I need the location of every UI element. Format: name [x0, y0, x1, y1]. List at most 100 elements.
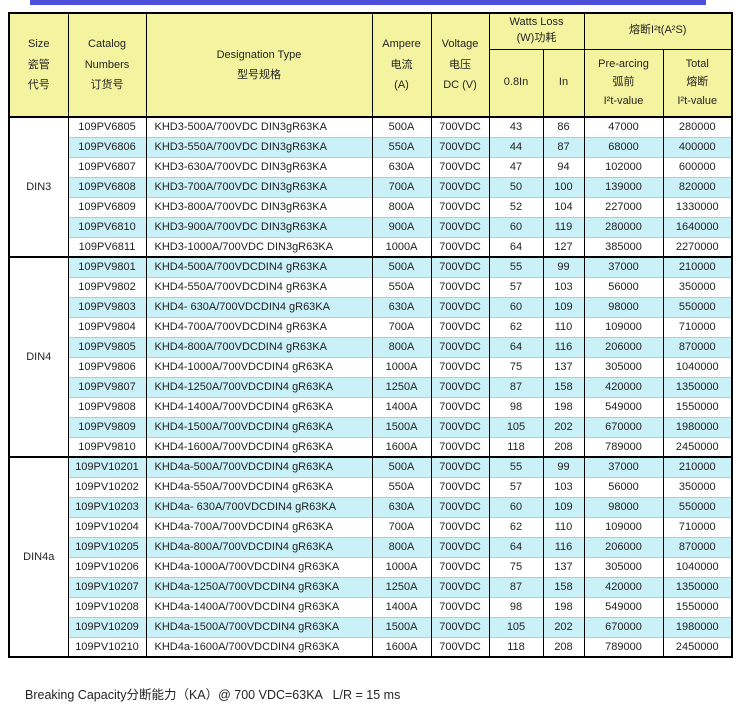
designation-type: KHD4a-1400A/700VDCDIN4 gR63KA [145, 596, 373, 617]
watts-loss-08in: 60 [488, 216, 544, 237]
total-i2t-value: 1040000 [662, 556, 733, 577]
header-voltage: Voltage 电压 DC (V) [430, 12, 490, 118]
ampere-value: 500A [371, 456, 432, 477]
voltage-value: 700VDC [430, 416, 490, 437]
catalog-number: 109PV10201 [67, 456, 147, 477]
table-row: 109PV9809 KHD4-1500A/700VDCDIN4 gR63KA 150… [9, 416, 733, 437]
designation-type: KHD4a-1600A/700VDCDIN4 gR63KA [145, 636, 373, 657]
ampere-value: 800A [371, 536, 432, 557]
total-i2t-value: 210000 [662, 456, 733, 477]
designation-type: KHD4a-1000A/700VDCDIN4 gR63KA [145, 556, 373, 577]
total-i2t-value: 350000 [662, 476, 733, 497]
table-row: DIN3 109PV6805 KHD3-500A/700VDC DIN3gR63KA… [8, 116, 733, 257]
prearcing-i2t-value: 206000 [583, 336, 664, 357]
designation-type: KHD4-700A/700VDCDIN4 gR63KA [145, 316, 373, 337]
prearcing-i2t-value: 385000 [583, 236, 664, 257]
designation-type: KHD4a-500A/700VDCDIN4 gR63KA [145, 456, 373, 477]
designation-type: KHD4a-1500A/700VDCDIN4 gR63KA [145, 616, 373, 637]
designation-type: KHD4-1400A/700VDCDIN4 gR63KA [145, 396, 373, 417]
total-i2t-value: 550000 [662, 296, 733, 317]
total-i2t-value: 2450000 [662, 436, 733, 457]
designation-type: KHD3-800A/700VDC DIN3gR63KA [145, 196, 373, 217]
watts-loss-08in: 43 [488, 116, 544, 137]
watts-loss-in: 109 [542, 496, 585, 517]
table-row: 109PV9807 KHD4-1250A/700VDCDIN4 gR63KA 125… [9, 376, 733, 397]
watts-loss-08in: 118 [488, 436, 544, 457]
table-row: 109PV10209 KHD4a-1500A/700VDCDIN4 gR63KA 1… [9, 616, 733, 637]
watts-loss-in: 116 [542, 536, 585, 557]
table-row: 109PV10204 KHD4a-700A/700VDCDIN4 gR63KA 70… [9, 516, 733, 537]
table-row: 109PV6809 KHD3-800A/700VDC DIN3gR63KA 800A… [9, 196, 733, 217]
designation-type: KHD3-630A/700VDC DIN3gR63KA [145, 156, 373, 177]
watts-loss-08in: 64 [488, 236, 544, 257]
header-pre-arcing-i2t: Pre-arcing 弧前 I²t-value [583, 48, 664, 118]
header-watts-in: In [542, 48, 585, 118]
header-watts-loss: Watts Loss (W)功耗 [488, 12, 585, 50]
table-row: 109PV10203 KHD4a- 630A/700VDCDIN4 gR63KA 6… [9, 496, 733, 517]
ampere-value: 1500A [371, 416, 432, 437]
voltage-value: 700VDC [430, 336, 490, 357]
table-row: 109PV6810 KHD3-900A/700VDC DIN3gR63KA 900A… [9, 216, 733, 237]
total-i2t-value: 1040000 [662, 356, 733, 377]
total-i2t-value: 1550000 [662, 396, 733, 417]
watts-loss-08in: 60 [488, 496, 544, 517]
voltage-value: 700VDC [430, 256, 490, 277]
table-row: 109PV10205 KHD4a-800A/700VDCDIN4 gR63KA 80… [9, 536, 733, 557]
prearcing-i2t-value: 789000 [583, 436, 664, 457]
table-row: 109PV10208 KHD4a-1400A/700VDCDIN4 gR63KA 1… [9, 596, 733, 617]
watts-loss-in: 127 [542, 236, 585, 257]
ampere-value: 1000A [371, 356, 432, 377]
catalog-number: 109PV6809 [67, 196, 147, 217]
voltage-value: 700VDC [430, 636, 490, 657]
ampere-value: 1000A [371, 556, 432, 577]
watts-loss-08in: 62 [488, 516, 544, 537]
prearcing-i2t-value: 670000 [583, 416, 664, 437]
catalog-number: 109PV9806 [67, 356, 147, 377]
watts-loss-in: 198 [542, 396, 585, 417]
catalog-number: 109PV9807 [67, 376, 147, 397]
table-row: 109PV10202 KHD4a-550A/700VDCDIN4 gR63KA 55… [9, 476, 733, 497]
voltage-value: 700VDC [430, 216, 490, 237]
ampere-value: 550A [371, 476, 432, 497]
catalog-number: 109PV9805 [67, 336, 147, 357]
prearcing-i2t-value: 47000 [583, 116, 664, 137]
ampere-value: 630A [371, 296, 432, 317]
watts-loss-in: 202 [542, 616, 585, 637]
designation-type: KHD4a- 630A/700VDCDIN4 gR63KA [145, 496, 373, 517]
total-i2t-value: 710000 [662, 516, 733, 537]
watts-loss-in: 100 [542, 176, 585, 197]
watts-loss-08in: 98 [488, 396, 544, 417]
prearcing-i2t-value: 305000 [583, 356, 664, 377]
catalog-number: 109PV6806 [67, 136, 147, 157]
prearcing-i2t-value: 280000 [583, 216, 664, 237]
watts-loss-in: 119 [542, 216, 585, 237]
ampere-value: 1250A [371, 376, 432, 397]
table-row: 109PV6807 KHD3-630A/700VDC DIN3gR63KA 630A… [9, 156, 733, 177]
table-row: 109PV9810 KHD4-1600A/700VDCDIN4 gR63KA 160… [9, 436, 733, 457]
watts-loss-in: 109 [542, 296, 585, 317]
watts-loss-in: 208 [542, 636, 585, 657]
catalog-number: 109PV9803 [67, 296, 147, 317]
ampere-value: 500A [371, 116, 432, 137]
watts-loss-08in: 44 [488, 136, 544, 157]
designation-type: KHD4-550A/700VDCDIN4 gR63KA [145, 276, 373, 297]
watts-loss-in: 158 [542, 376, 585, 397]
watts-loss-08in: 57 [488, 276, 544, 297]
catalog-number: 109PV10204 [67, 516, 147, 537]
watts-loss-in: 158 [542, 576, 585, 597]
prearcing-i2t-value: 206000 [583, 536, 664, 557]
voltage-value: 700VDC [430, 236, 490, 257]
catalog-number: 109PV10207 [67, 576, 147, 597]
prearcing-i2t-value: 37000 [583, 256, 664, 277]
watts-loss-08in: 55 [488, 456, 544, 477]
designation-type: KHD4a-800A/700VDCDIN4 gR63KA [145, 536, 373, 557]
voltage-value: 700VDC [430, 156, 490, 177]
voltage-value: 700VDC [430, 616, 490, 637]
table-row: 109PV9805 KHD4-800A/700VDCDIN4 gR63KA 800A… [9, 336, 733, 357]
total-i2t-value: 210000 [662, 256, 733, 277]
prearcing-i2t-value: 109000 [583, 316, 664, 337]
watts-loss-08in: 57 [488, 476, 544, 497]
voltage-value: 700VDC [430, 576, 490, 597]
watts-loss-08in: 87 [488, 576, 544, 597]
size-group-cell: DIN3 [8, 116, 69, 257]
